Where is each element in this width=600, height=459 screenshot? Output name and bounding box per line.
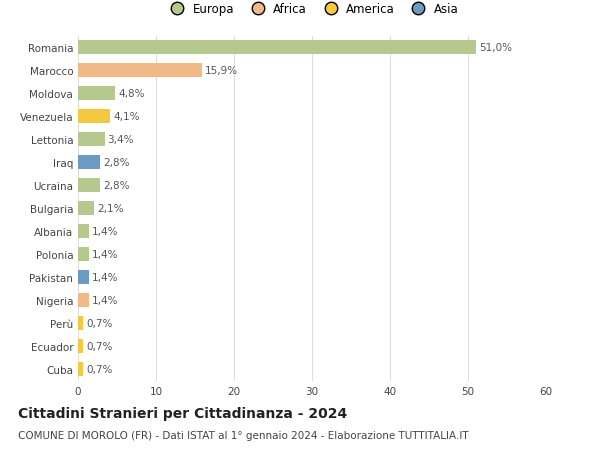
Bar <box>78 110 110 124</box>
Bar <box>78 41 476 55</box>
Text: 1,4%: 1,4% <box>92 250 119 260</box>
Text: 1,4%: 1,4% <box>92 296 119 306</box>
Bar <box>78 179 100 193</box>
Bar <box>78 202 94 216</box>
Text: 3,4%: 3,4% <box>107 135 134 145</box>
Text: 4,1%: 4,1% <box>113 112 140 122</box>
Text: 1,4%: 1,4% <box>92 273 119 283</box>
Text: 2,8%: 2,8% <box>103 158 130 168</box>
Text: 1,4%: 1,4% <box>92 227 119 237</box>
Bar <box>78 317 83 330</box>
Bar <box>78 156 100 170</box>
Text: COMUNE DI MOROLO (FR) - Dati ISTAT al 1° gennaio 2024 - Elaborazione TUTTITALIA.: COMUNE DI MOROLO (FR) - Dati ISTAT al 1°… <box>18 430 469 440</box>
Text: 0,7%: 0,7% <box>86 319 113 329</box>
Text: 0,7%: 0,7% <box>86 341 113 352</box>
Bar <box>78 270 89 285</box>
Text: 2,8%: 2,8% <box>103 181 130 191</box>
Bar <box>78 64 202 78</box>
Text: 51,0%: 51,0% <box>479 43 512 53</box>
Bar <box>78 294 89 308</box>
Bar <box>78 87 115 101</box>
Bar <box>78 133 104 147</box>
Bar <box>78 339 83 353</box>
Legend: Europa, Africa, America, Asia: Europa, Africa, America, Asia <box>166 3 458 16</box>
Text: 15,9%: 15,9% <box>205 66 238 76</box>
Text: 4,8%: 4,8% <box>119 89 145 99</box>
Bar <box>78 362 83 376</box>
Text: 0,7%: 0,7% <box>86 364 113 375</box>
Text: 2,1%: 2,1% <box>97 204 124 214</box>
Text: Cittadini Stranieri per Cittadinanza - 2024: Cittadini Stranieri per Cittadinanza - 2… <box>18 406 347 420</box>
Bar <box>78 224 89 239</box>
Bar <box>78 247 89 262</box>
